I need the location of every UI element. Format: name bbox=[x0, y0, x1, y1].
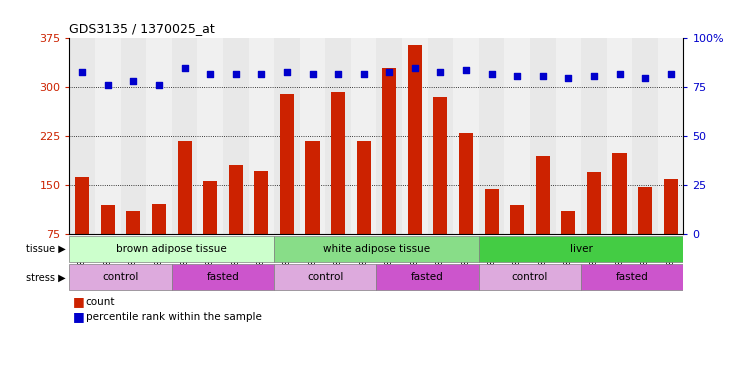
Point bbox=[563, 74, 575, 81]
Bar bbox=[402, 38, 428, 234]
Bar bbox=[197, 38, 223, 234]
Text: GDS3135 / 1370025_at: GDS3135 / 1370025_at bbox=[69, 22, 215, 35]
Bar bbox=[428, 38, 453, 234]
Bar bbox=[126, 211, 140, 234]
Bar bbox=[172, 265, 274, 290]
Bar bbox=[485, 189, 499, 234]
Bar bbox=[223, 38, 249, 234]
Bar bbox=[658, 38, 683, 234]
Point bbox=[178, 65, 190, 71]
Bar bbox=[351, 38, 376, 234]
Bar bbox=[306, 141, 319, 234]
Bar bbox=[479, 38, 504, 234]
Bar bbox=[453, 38, 479, 234]
Bar bbox=[69, 265, 172, 290]
Point bbox=[588, 73, 599, 79]
Bar bbox=[101, 205, 115, 234]
Bar bbox=[479, 265, 581, 290]
Bar bbox=[530, 38, 556, 234]
Bar bbox=[300, 38, 325, 234]
Bar bbox=[274, 265, 376, 290]
Text: brown adipose tissue: brown adipose tissue bbox=[116, 243, 227, 254]
Bar bbox=[581, 38, 607, 234]
Bar bbox=[664, 179, 678, 234]
Bar bbox=[613, 153, 626, 234]
Bar bbox=[75, 177, 89, 234]
Bar bbox=[274, 236, 479, 262]
Bar bbox=[69, 236, 274, 262]
Bar bbox=[280, 94, 294, 234]
Point bbox=[664, 71, 676, 77]
Text: ■: ■ bbox=[73, 295, 85, 308]
Bar bbox=[172, 38, 197, 234]
Bar bbox=[382, 68, 396, 234]
Bar bbox=[376, 38, 402, 234]
Bar bbox=[587, 172, 601, 234]
Bar bbox=[504, 38, 530, 234]
Point bbox=[614, 71, 626, 77]
Text: control: control bbox=[512, 272, 548, 283]
Bar bbox=[459, 133, 473, 234]
Bar bbox=[376, 265, 479, 290]
Text: control: control bbox=[102, 272, 139, 283]
Point bbox=[307, 71, 319, 77]
Bar bbox=[638, 187, 652, 234]
Point bbox=[154, 82, 165, 88]
Point bbox=[485, 71, 497, 77]
Text: fasted: fasted bbox=[207, 272, 239, 283]
Text: count: count bbox=[86, 296, 115, 306]
Bar bbox=[203, 181, 217, 234]
Bar bbox=[433, 97, 447, 234]
Text: tissue ▶: tissue ▶ bbox=[26, 243, 66, 254]
Text: percentile rank within the sample: percentile rank within the sample bbox=[86, 312, 262, 322]
Text: fasted: fasted bbox=[412, 272, 444, 283]
Bar bbox=[121, 38, 146, 234]
Point bbox=[461, 67, 472, 73]
Text: fasted: fasted bbox=[616, 272, 648, 283]
Text: control: control bbox=[307, 272, 344, 283]
Bar bbox=[249, 38, 274, 234]
Bar bbox=[510, 205, 524, 234]
Bar bbox=[581, 265, 683, 290]
Bar bbox=[632, 38, 658, 234]
Bar bbox=[274, 38, 300, 234]
Bar bbox=[408, 45, 422, 234]
Point bbox=[230, 71, 241, 77]
Text: white adipose tissue: white adipose tissue bbox=[323, 243, 430, 254]
Point bbox=[537, 73, 548, 79]
Point bbox=[383, 69, 395, 75]
Bar bbox=[357, 141, 371, 234]
Bar bbox=[229, 165, 243, 234]
Point bbox=[77, 69, 88, 75]
Bar bbox=[146, 38, 172, 234]
Point bbox=[102, 82, 114, 88]
Bar bbox=[254, 171, 268, 234]
Bar bbox=[178, 141, 192, 234]
Bar bbox=[556, 38, 581, 234]
Point bbox=[511, 73, 523, 79]
Bar bbox=[479, 236, 683, 262]
Point bbox=[204, 71, 216, 77]
Bar bbox=[561, 211, 575, 234]
Text: ■: ■ bbox=[73, 310, 85, 323]
Text: liver: liver bbox=[569, 243, 593, 254]
Bar bbox=[536, 156, 550, 234]
Bar bbox=[95, 38, 121, 234]
Point bbox=[357, 71, 369, 77]
Bar bbox=[325, 38, 351, 234]
Bar bbox=[331, 92, 345, 234]
Bar bbox=[607, 38, 632, 234]
Point bbox=[127, 78, 139, 84]
Point bbox=[332, 71, 344, 77]
Point bbox=[639, 74, 651, 81]
Text: stress ▶: stress ▶ bbox=[26, 272, 66, 283]
Point bbox=[409, 65, 421, 71]
Bar bbox=[69, 38, 95, 234]
Point bbox=[434, 69, 446, 75]
Point bbox=[281, 69, 292, 75]
Point bbox=[256, 71, 268, 77]
Bar bbox=[152, 204, 166, 234]
